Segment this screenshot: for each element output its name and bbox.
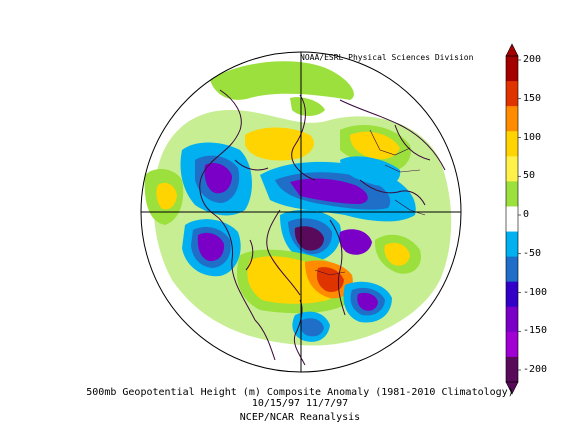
map-title: 500mb Geopotential Height (m) Composite …	[86, 387, 514, 398]
colorbar-tick-label: 200	[523, 54, 542, 65]
credit-text: NOAA/ESRL Physical Sciences Division	[300, 53, 474, 62]
colorbar	[505, 43, 521, 395]
anomaly-field	[144, 61, 452, 366]
colorbar-segment	[506, 131, 518, 157]
colorbar-tick-label: -150	[523, 325, 548, 337]
colorbar-segment	[506, 56, 518, 82]
colorbar-segment	[506, 331, 518, 358]
colorbar-segment	[506, 356, 518, 383]
colorbar-tick-label: -50	[523, 247, 542, 259]
colorbar-segment	[506, 306, 518, 333]
colorbar-tick-label: 50	[523, 170, 536, 182]
colorbar-segment	[506, 81, 518, 107]
colorbar-segment	[506, 156, 518, 182]
colorbar-segment	[506, 106, 518, 132]
colorbar-segment	[506, 256, 518, 283]
colorbar-top-arrow	[505, 43, 519, 57]
colorbar-segment	[506, 231, 518, 258]
colorbar-tick-label: -100	[523, 286, 548, 298]
colorbar-tick-label: -200	[523, 364, 548, 375]
colorbar-tick-label: 0	[523, 209, 530, 220]
colorbar-segment	[506, 281, 518, 308]
colorbar-segment	[506, 206, 518, 233]
colorbar-segment	[506, 181, 518, 207]
colorbar-tick-label: 100	[523, 131, 542, 143]
date-range: 10/15/97 11/7/97	[251, 398, 349, 409]
colorbar-tick-label: 150	[523, 92, 542, 104]
source-caption: NCEP/NCAR Reanalysis	[239, 412, 361, 423]
